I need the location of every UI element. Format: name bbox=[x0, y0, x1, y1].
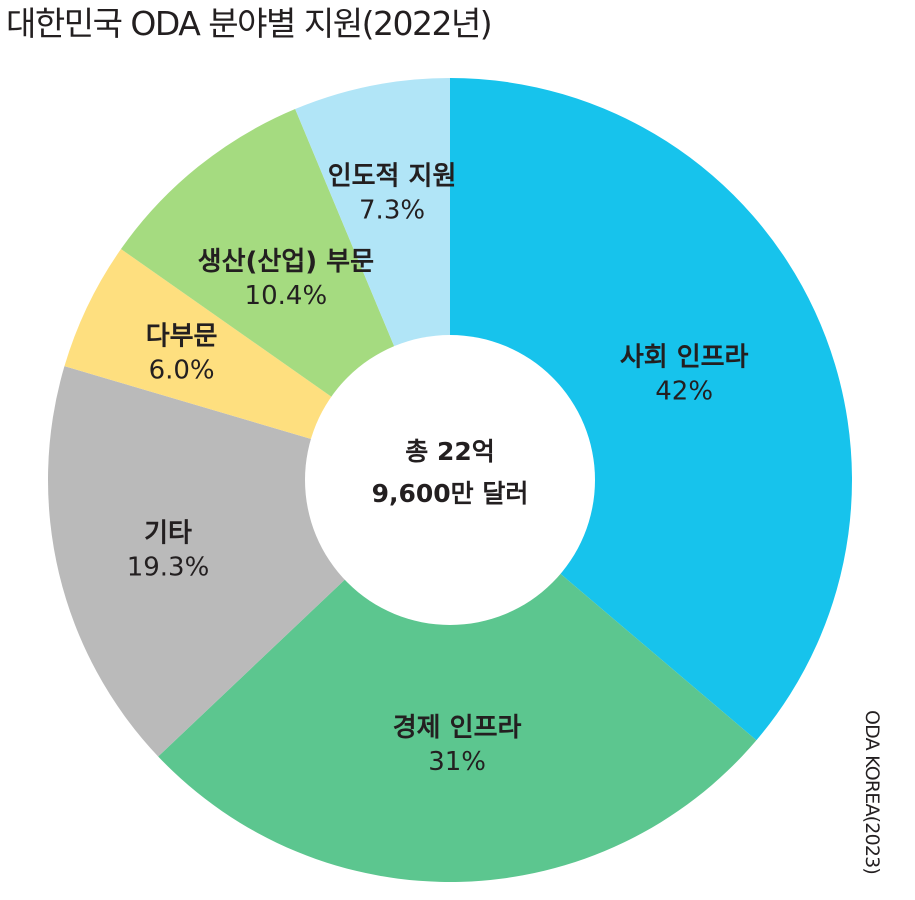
slice-value-1: 42% bbox=[655, 377, 713, 407]
slice-1 bbox=[450, 78, 852, 741]
source-note: ODA KOREA(2023) bbox=[861, 710, 908, 900]
slice-label-6: 인도적 지원 bbox=[328, 162, 457, 192]
slice-value-4: 6.0% bbox=[149, 355, 215, 385]
slice-label-4: 다부문 bbox=[146, 321, 218, 351]
slice-label-1: 사회 인프라 bbox=[620, 343, 749, 373]
center-total-line-1: 총 22억 bbox=[405, 437, 495, 466]
slice-value-3: 19.3% bbox=[127, 553, 210, 583]
slice-label-3: 기타 bbox=[144, 519, 192, 549]
slice-label-5: 생산(산업) 부문 bbox=[198, 247, 374, 277]
slice-value-5: 10.4% bbox=[245, 281, 328, 311]
slice-2 bbox=[158, 480, 757, 882]
center-total-line-2: 9,600만 달러 bbox=[372, 479, 529, 508]
label-group: 사회 인프라 42% 경제 인프라 31% 기타 19.3% 다부문 6.0% 생산(산업) 부… bbox=[127, 162, 749, 777]
slice-value-2: 31% bbox=[428, 747, 486, 777]
chart-title: 대한민국 ODA 분야별 지원(2022년) bbox=[6, 4, 493, 43]
slice-value-6: 7.3% bbox=[359, 196, 425, 226]
center-hole bbox=[305, 335, 595, 625]
source-text: ODA KOREA(2023) bbox=[861, 710, 883, 875]
slice-label-2: 경제 인프라 bbox=[393, 713, 522, 743]
